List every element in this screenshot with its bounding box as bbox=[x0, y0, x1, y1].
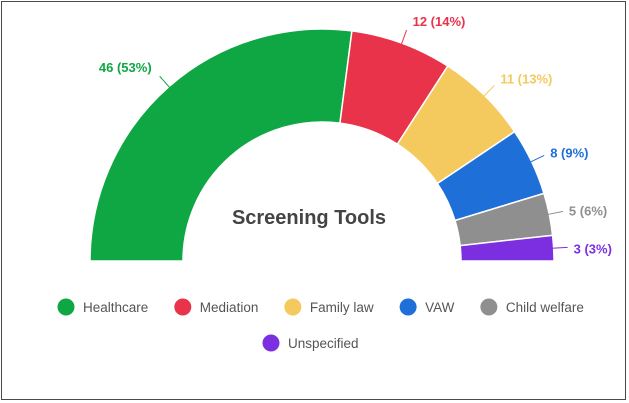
data-label-unspecified: 3 (3%) bbox=[574, 241, 612, 256]
legend-item-unspecified[interactable]: Unspecified bbox=[262, 334, 359, 352]
legend-swatch-healthcare bbox=[57, 298, 75, 316]
legend-label-healthcare: Healthcare bbox=[83, 300, 148, 315]
legend-swatch-unspecified bbox=[262, 334, 280, 352]
leader-line-vaw bbox=[529, 154, 545, 163]
data-label-child-welfare: 5 (6%) bbox=[569, 203, 607, 218]
data-label-vaw: 8 (9%) bbox=[550, 145, 588, 160]
legend-item-family-law[interactable]: Family law bbox=[284, 298, 374, 316]
chart-title: Screening Tools bbox=[232, 207, 386, 229]
leader-line-child-welfare bbox=[547, 210, 564, 216]
legend-label-child-welfare: Child welfare bbox=[506, 300, 584, 315]
data-label-healthcare: 46 (53%) bbox=[99, 60, 152, 75]
data-label-family-law: 11 (13%) bbox=[500, 71, 552, 86]
legend-swatch-mediation bbox=[174, 298, 192, 316]
legend-label-mediation: Mediation bbox=[200, 300, 259, 315]
leader-line-family-law bbox=[482, 85, 495, 98]
legend-swatch-child-welfare bbox=[480, 298, 498, 316]
legend-item-healthcare[interactable]: Healthcare bbox=[57, 298, 149, 316]
legend-item-child-welfare[interactable]: Child welfare bbox=[480, 298, 584, 316]
leader-line-mediation bbox=[400, 29, 408, 46]
legend-label-family-law: Family law bbox=[310, 300, 374, 315]
legend-item-mediation[interactable]: Mediation bbox=[174, 298, 259, 316]
slice-healthcare[interactable] bbox=[89, 28, 353, 262]
data-label-mediation: 12 (14%) bbox=[413, 14, 466, 29]
legend-label-vaw: VAW bbox=[425, 300, 455, 315]
legend-swatch-family-law bbox=[284, 298, 302, 316]
leader-line-unspecified bbox=[551, 246, 568, 249]
leader-line-healthcare bbox=[159, 75, 171, 89]
legend-label-unspecified: Unspecified bbox=[288, 336, 359, 351]
legend-item-vaw[interactable]: VAW bbox=[399, 298, 455, 316]
legend-swatch-vaw bbox=[399, 298, 417, 316]
slice-unspecified[interactable] bbox=[459, 234, 555, 262]
